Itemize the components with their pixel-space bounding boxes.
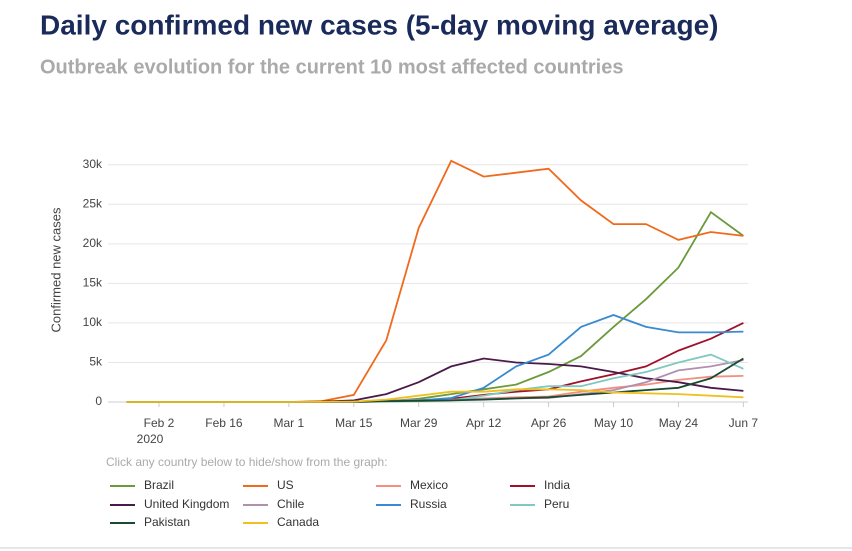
y-tick-label: 25k (83, 196, 103, 210)
x-tick-label: May 24 (659, 416, 699, 430)
legend-hint: Click any country below to hide/show fro… (106, 455, 387, 469)
y-axis-label: Confirmed new cases (48, 207, 63, 332)
chart-title: Daily confirmed new cases (5-day moving … (40, 9, 718, 40)
legend-label[interactable]: Russia (410, 497, 447, 511)
x-tick-label: May 10 (594, 416, 634, 430)
legend-label[interactable]: India (544, 478, 570, 492)
x-tick-label: Feb 2 (144, 416, 175, 430)
legend-label[interactable]: Brazil (144, 478, 174, 492)
x-tick-label: Jun 7 (729, 416, 759, 430)
y-tick-label: 15k (83, 276, 103, 290)
x-tick-label: Mar 29 (400, 416, 438, 430)
legend-label[interactable]: United Kingdom (144, 497, 229, 511)
x-tick-label: Mar 15 (335, 416, 373, 430)
y-tick-label: 20k (83, 236, 103, 250)
legend-label[interactable]: Peru (544, 497, 569, 511)
series-line (126, 388, 744, 403)
x-tick-label: Apr 12 (466, 416, 502, 430)
x-tick-label: Apr 26 (531, 416, 567, 430)
x-tick-label: Mar 1 (274, 416, 305, 430)
x-tick-label: Feb 16 (205, 416, 243, 430)
series-line (126, 159, 744, 403)
legend-label[interactable]: Canada (277, 515, 319, 529)
y-tick-label: 10k (83, 315, 103, 329)
legend-label[interactable]: Pakistan (144, 515, 190, 529)
y-tick-label: 5k (89, 355, 103, 369)
legend-label[interactable]: US (277, 478, 294, 492)
legend-label[interactable]: Chile (277, 497, 305, 511)
y-tick-label: 0 (95, 394, 102, 408)
x-year-label: 2020 (137, 432, 164, 446)
chart-subtitle: Outbreak evolution for the current 10 mo… (40, 56, 623, 78)
y-tick-label: 30k (83, 157, 103, 171)
legend-label[interactable]: Mexico (410, 478, 448, 492)
